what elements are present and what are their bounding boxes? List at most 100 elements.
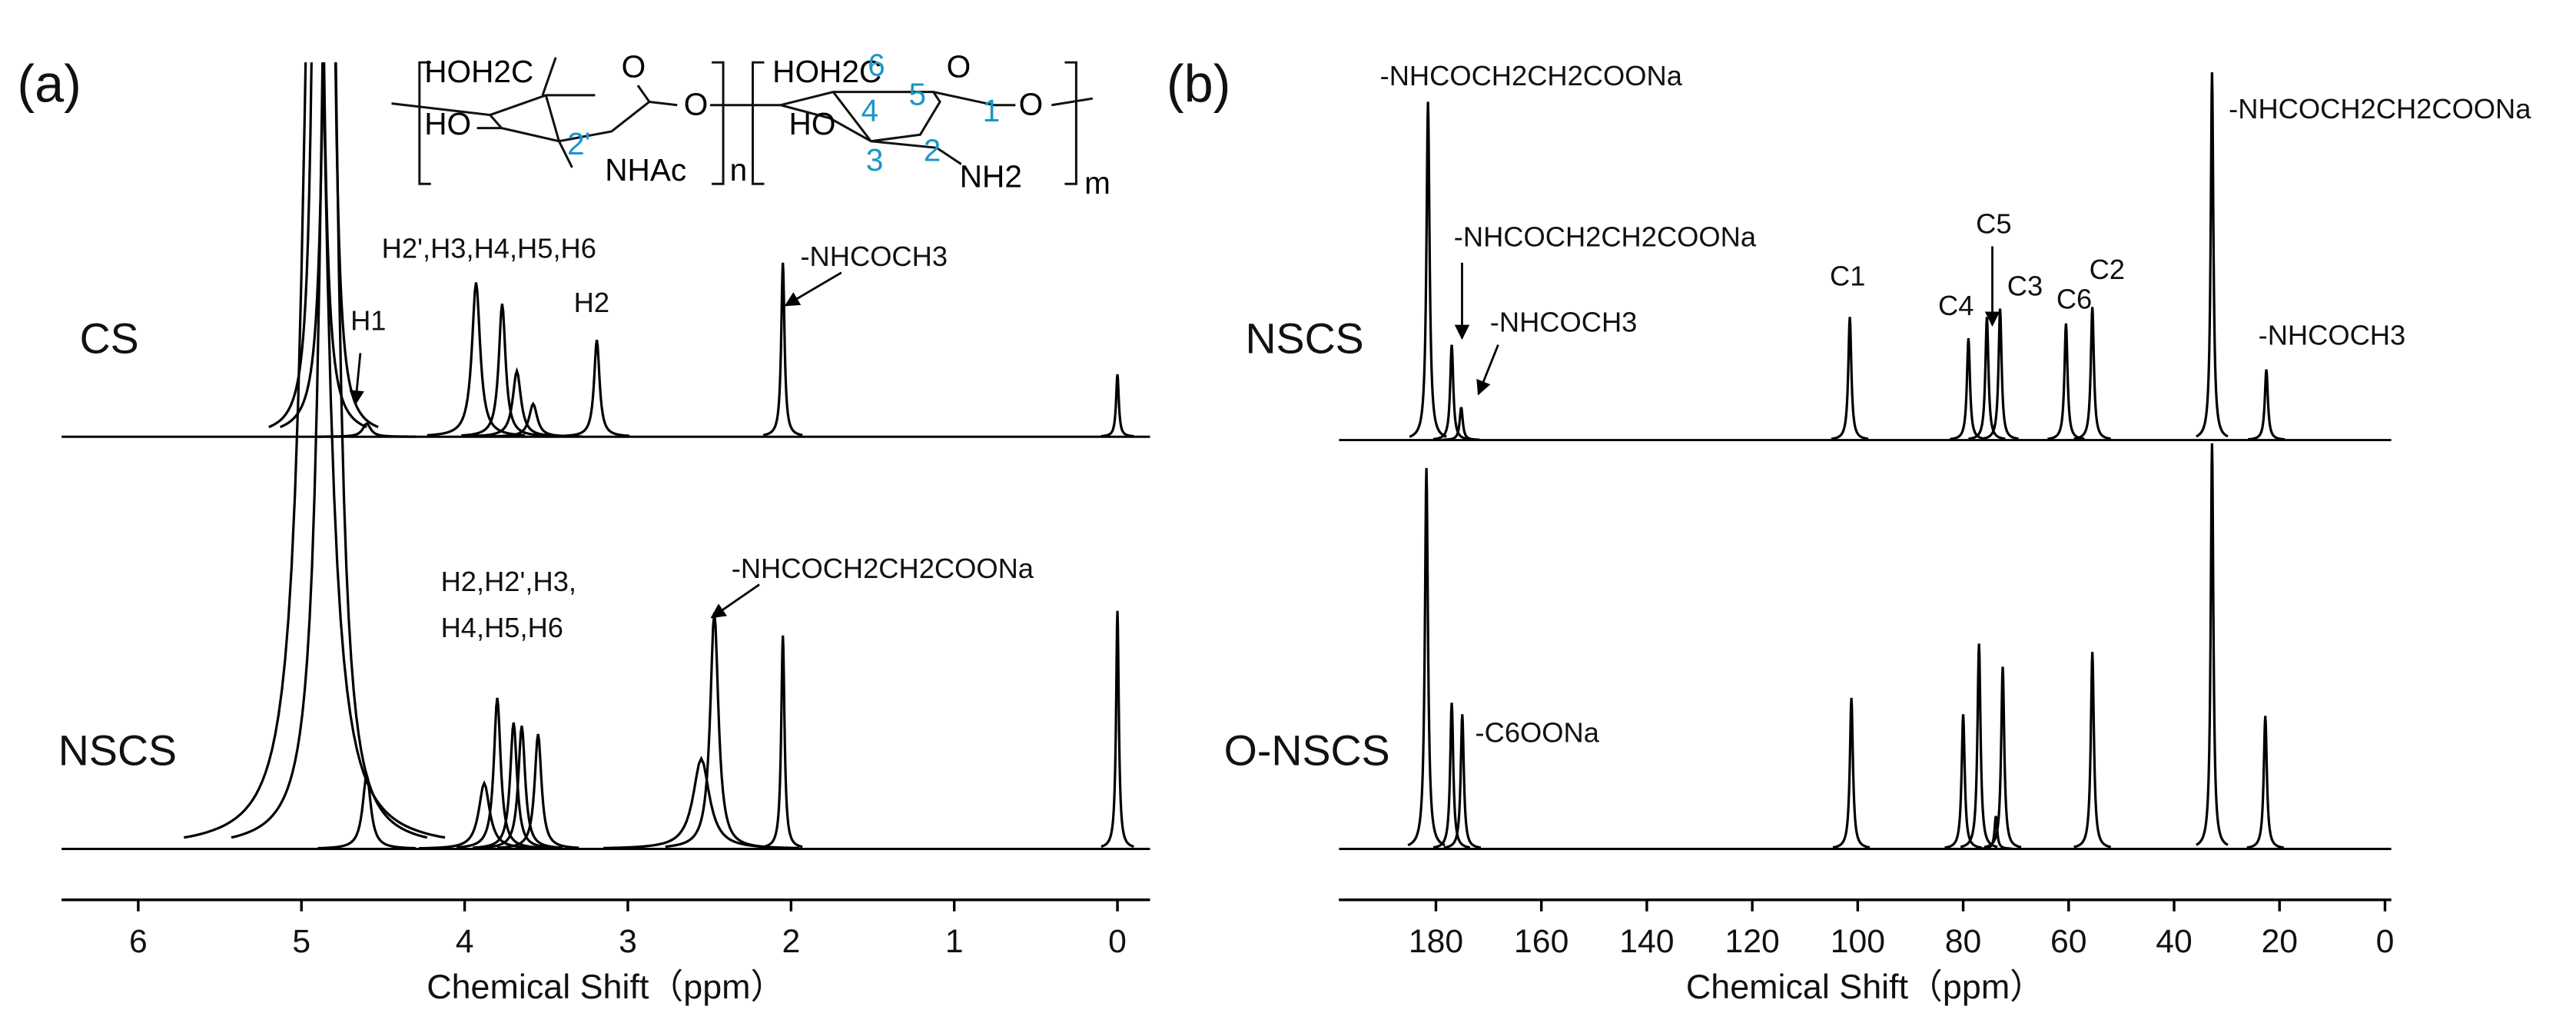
annotation: -NHCOCH2CH2COONa xyxy=(732,553,1034,584)
peak xyxy=(564,340,630,437)
peak xyxy=(496,733,579,849)
peak xyxy=(184,62,446,839)
x-tick-label: 4 xyxy=(456,923,474,960)
annotation: -NHCOCH3 xyxy=(2259,320,2406,351)
peak xyxy=(2246,716,2284,849)
peak xyxy=(231,62,428,839)
structure-label: 2' xyxy=(567,126,590,161)
annotation: C5 xyxy=(1976,208,2011,239)
x-axis-label: Chemical Shift（ppm） xyxy=(1686,967,2044,1006)
annotation: C4 xyxy=(1938,290,1973,321)
x-tick-label: 5 xyxy=(292,923,310,960)
peak xyxy=(1981,308,2019,440)
structure-label: HO xyxy=(424,106,471,141)
peak xyxy=(1432,702,1471,849)
peak xyxy=(317,770,416,850)
peak xyxy=(1442,407,1480,441)
annotation: H2',H3,H4,H5,H6 xyxy=(382,232,596,264)
series-label: NSCS xyxy=(1245,314,1363,362)
series-label: NSCS xyxy=(58,727,177,775)
peak xyxy=(1409,101,1447,438)
structure-label: 6 xyxy=(868,47,885,82)
x-tick-label: 120 xyxy=(1725,923,1779,960)
panel-label: (b) xyxy=(1167,55,1231,113)
structure-label: O xyxy=(1019,87,1044,122)
peak xyxy=(1832,697,1871,849)
peak xyxy=(1968,317,2006,440)
peak xyxy=(762,635,803,849)
annotation: -NHCOCH2CH2COONa xyxy=(1454,221,1757,252)
structure-label: 2 xyxy=(924,132,941,168)
structure-label: 1 xyxy=(983,93,1001,128)
annotation: -C6OONa xyxy=(1476,717,1600,749)
structure-label: n xyxy=(730,152,748,188)
structure-label: m xyxy=(1084,165,1110,201)
peak xyxy=(2073,652,2112,849)
structure-label: HO xyxy=(789,106,836,141)
annotation: -NHCOCH2CH2COONa xyxy=(1380,60,1683,91)
peak xyxy=(461,304,543,437)
x-tick-label: 80 xyxy=(1945,923,1982,960)
annotation: C3 xyxy=(2007,271,2043,302)
annotation: H4,H5,H6 xyxy=(441,612,563,643)
peak xyxy=(480,726,563,849)
x-tick-label: 3 xyxy=(619,923,637,960)
peak xyxy=(665,612,764,849)
x-axis-label: Chemical Shift（ppm） xyxy=(427,967,785,1006)
annotation: C1 xyxy=(1830,261,1865,292)
structure-label: O xyxy=(684,87,709,122)
peak xyxy=(2073,307,2111,440)
series-label: O-NSCS xyxy=(1224,727,1390,775)
arrows xyxy=(349,246,2000,619)
peak xyxy=(603,756,799,849)
x-tick-label: 0 xyxy=(2376,923,2395,960)
structure-label: NHAc xyxy=(605,152,686,188)
peak xyxy=(1100,610,1134,849)
series-label: CS xyxy=(80,314,139,362)
peak xyxy=(317,422,416,438)
annotation: H2,H2',H3, xyxy=(441,566,576,597)
peak xyxy=(1407,467,1446,847)
annotation: H2 xyxy=(574,287,609,318)
x-tick-label: 6 xyxy=(129,923,148,960)
structure-label: HOH2C xyxy=(424,54,533,89)
peak xyxy=(1443,714,1482,849)
peak xyxy=(2196,71,2229,438)
peak xyxy=(427,282,526,437)
peak xyxy=(1831,317,1869,440)
x-tick-label: 1 xyxy=(945,923,964,960)
x-tick-label: 160 xyxy=(1514,923,1569,960)
peak xyxy=(1950,337,1987,440)
annotation: H1 xyxy=(350,304,386,336)
x-tick-label: 20 xyxy=(2261,923,2298,960)
structure-label: O xyxy=(947,48,971,84)
x-tick-label: 60 xyxy=(2050,923,2087,960)
x-tick-label: 180 xyxy=(1409,923,1463,960)
structure-label: NH2 xyxy=(960,159,1022,194)
annotation: -NHCOCH3 xyxy=(800,241,948,272)
peak xyxy=(456,697,539,849)
structure-label: 4 xyxy=(861,93,879,128)
structure-bonds xyxy=(391,57,1094,185)
structure-label: O xyxy=(622,48,646,84)
peak xyxy=(2047,323,2085,440)
structure-label: HOH2C xyxy=(772,54,881,89)
plot-area xyxy=(61,62,1150,851)
peak xyxy=(268,62,367,429)
annotation: -NHCOCH2CH2COONa xyxy=(2229,93,2531,125)
x-tick-label: 0 xyxy=(1108,923,1127,960)
peak xyxy=(419,779,550,850)
plot-area xyxy=(1339,71,2392,851)
structure-label: 5 xyxy=(908,77,926,112)
x-tick-label: 140 xyxy=(1619,923,1674,960)
peak xyxy=(2247,369,2286,441)
x-tick-label: 40 xyxy=(2156,923,2193,960)
x-tick-label: 100 xyxy=(1831,923,1885,960)
peak xyxy=(762,262,803,437)
peak xyxy=(1432,344,1471,440)
panel-label: (a) xyxy=(17,55,81,113)
peak xyxy=(1944,714,1982,849)
peak xyxy=(1100,374,1134,438)
